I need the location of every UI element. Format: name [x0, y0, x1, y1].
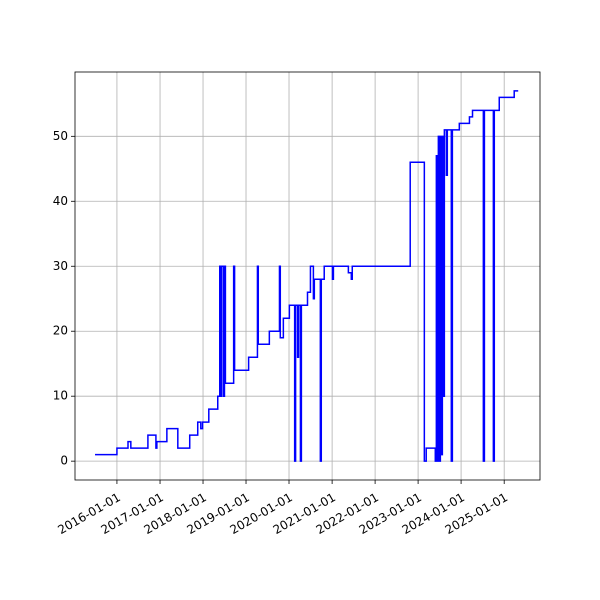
- y-tick-label: 10: [53, 389, 68, 403]
- data-line: [95, 90, 519, 462]
- y-tick-label: 0: [60, 454, 68, 468]
- y-tick-label: 50: [53, 129, 68, 143]
- axes-frame: [74, 71, 541, 481]
- y-tick-label: 20: [53, 324, 68, 338]
- y-tick-label: 30: [53, 259, 68, 273]
- y-tick-label: 40: [53, 194, 68, 208]
